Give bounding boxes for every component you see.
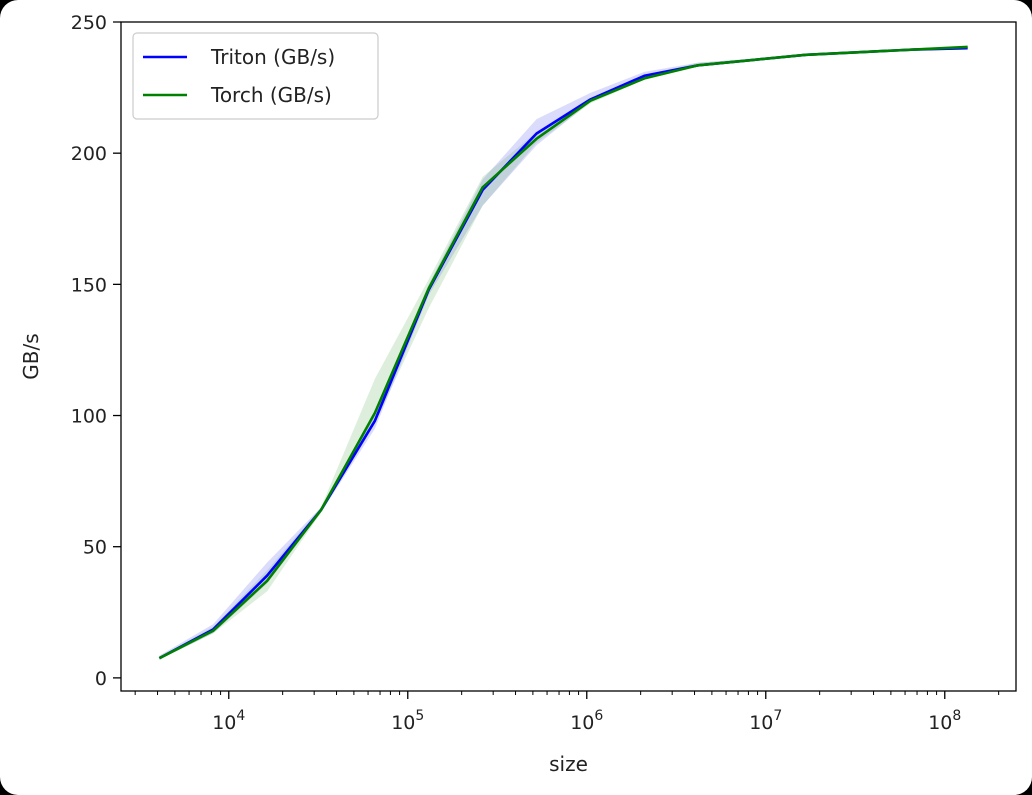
series-line-1: [158, 45, 968, 660]
x-tick-exponent: 6: [594, 708, 603, 724]
series-band-0: [159, 46, 968, 660]
y-tick-label: 250: [71, 12, 107, 34]
x-tick-base: 10: [212, 712, 236, 734]
legend: Triton (GB/s) Torch (GB/s): [132, 32, 379, 120]
y-axis-label: GB/s: [19, 333, 43, 379]
x-tick-exponent: 5: [415, 708, 424, 724]
y-tick-label: 200: [71, 143, 107, 165]
y-tick-label: 50: [83, 537, 107, 559]
y-tick-label: 0: [95, 668, 107, 690]
x-tick-label: 106: [570, 708, 603, 734]
x-tick-exponent: 7: [773, 708, 782, 724]
x-tick-label: 105: [391, 708, 424, 734]
y-tick-label: 150: [71, 274, 107, 296]
x-tick-base: 10: [570, 712, 594, 734]
x-tick-base: 10: [391, 712, 415, 734]
series-band-1: [159, 45, 968, 660]
legend-label: Torch (GB/s): [210, 83, 332, 107]
x-tick-exponent: 4: [236, 708, 245, 724]
plot-frame: [120, 21, 1017, 692]
x-tick-label: 107: [749, 708, 782, 734]
legend-box: [132, 32, 379, 120]
y-axis-ticks: 0 50 100 150 200 250: [71, 12, 121, 690]
y-tick-label: 100: [71, 406, 107, 428]
x-tick-base: 10: [749, 712, 773, 734]
x-axis-ticks: 104 105 106 107 108: [134, 691, 1000, 734]
x-tick-label: 104: [212, 708, 245, 734]
x-axis-label: size: [549, 752, 588, 776]
confidence-bands: [159, 45, 968, 660]
x-tick-label: 108: [928, 708, 961, 734]
series-lines: [158, 45, 968, 660]
legend-label: Triton (GB/s): [210, 45, 335, 69]
x-tick-exponent: 8: [952, 708, 961, 724]
x-tick-base: 10: [928, 712, 952, 734]
